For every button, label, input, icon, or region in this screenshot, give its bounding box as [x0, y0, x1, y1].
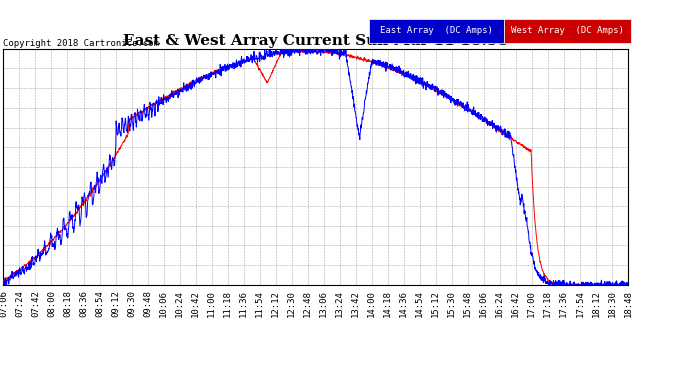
Text: East Array  (DC Amps): East Array (DC Amps) [380, 26, 493, 36]
Text: West Array  (DC Amps): West Array (DC Amps) [511, 26, 624, 36]
Title: East & West Array Current Sun Mar 11 18:58: East & West Array Current Sun Mar 11 18:… [123, 34, 509, 48]
Text: Copyright 2018 Cartronics.com: Copyright 2018 Cartronics.com [3, 39, 159, 48]
